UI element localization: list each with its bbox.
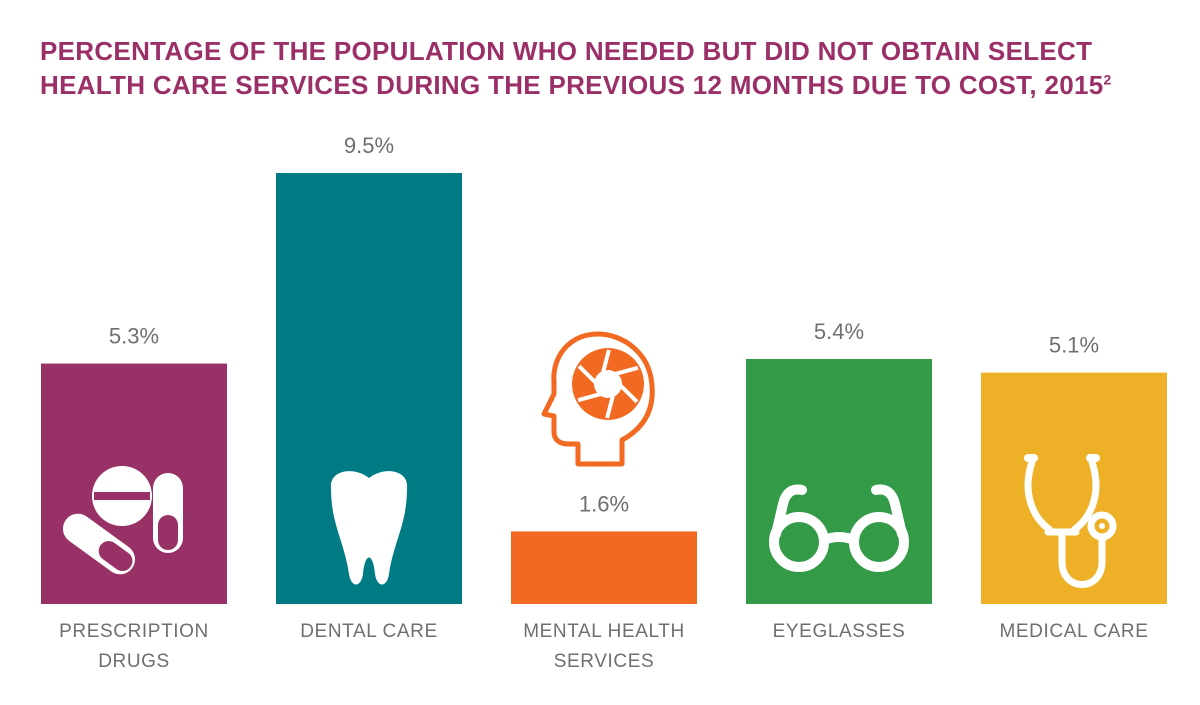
stethoscope-icon xyxy=(1024,454,1117,588)
tooth-icon xyxy=(330,471,408,585)
value-label: 5.3% xyxy=(109,324,159,349)
category-label: MEDICAL CARE xyxy=(999,621,1148,642)
mind-head-icon xyxy=(541,331,655,467)
value-label: 5.1% xyxy=(1049,333,1099,358)
bar-group: 5.3% PRESCRIPTION DRUGS xyxy=(41,324,227,672)
bar-group: 9.5% DENTAL CARE xyxy=(276,133,462,642)
bar xyxy=(511,531,697,604)
category-label: MENTAL HEALTH xyxy=(523,621,685,642)
chart-title: PERCENTAGE OF THE POPULATION WHO NEEDED … xyxy=(40,34,1180,102)
bar xyxy=(746,359,932,604)
category-label: EYEGLASSES xyxy=(773,621,906,642)
pills-icon xyxy=(62,466,183,575)
bar-group: 5.4% EYEGLASSES xyxy=(746,319,932,642)
eyeglasses-icon xyxy=(769,484,909,572)
category-label: DENTAL CARE xyxy=(300,621,438,642)
category-label: SERVICES xyxy=(554,651,655,672)
category-label: DRUGS xyxy=(98,651,170,672)
bar-group: 1.6% MENTAL HEALTH SERVICES xyxy=(511,331,697,672)
category-label: PRESCRIPTION xyxy=(59,621,209,642)
value-label: 1.6% xyxy=(579,491,629,516)
chart-title-text: PERCENTAGE OF THE POPULATION WHO NEEDED … xyxy=(40,36,1104,100)
value-label: 5.4% xyxy=(814,319,864,344)
bar xyxy=(981,372,1167,604)
value-label: 9.5% xyxy=(344,133,394,158)
bar-group: 5.1% MEDICAL CARE xyxy=(981,333,1167,642)
title-footnote: 2 xyxy=(1103,71,1112,88)
